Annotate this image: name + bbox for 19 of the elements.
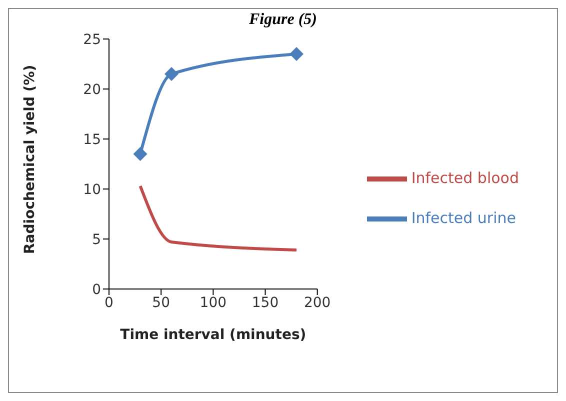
legend-label: Infected blood: [411, 169, 519, 188]
x-axis-title: Time interval (minutes): [120, 327, 306, 343]
x-tick-label: 0: [104, 294, 114, 311]
x-tick-label: 150: [252, 294, 279, 311]
chart-title: Figure (5): [248, 11, 318, 29]
point: [164, 67, 179, 81]
y-tick-label: 0: [92, 282, 101, 298]
x-tick-label: 100: [200, 294, 227, 311]
y-axis-title: Radiochemical yield (%): [22, 64, 38, 254]
point: [290, 47, 304, 61]
y-tick-label: 15: [83, 132, 101, 148]
x-tick-label: 200: [304, 294, 331, 311]
point: [133, 147, 148, 161]
y-tick-label: 25: [83, 32, 101, 48]
y-tick-label: 20: [83, 82, 101, 98]
y-tick-label: 10: [83, 182, 101, 198]
x-tick-label: 50: [152, 294, 170, 311]
legend-label: Infected urine: [411, 209, 516, 228]
y-tick-label: 5: [92, 232, 101, 248]
